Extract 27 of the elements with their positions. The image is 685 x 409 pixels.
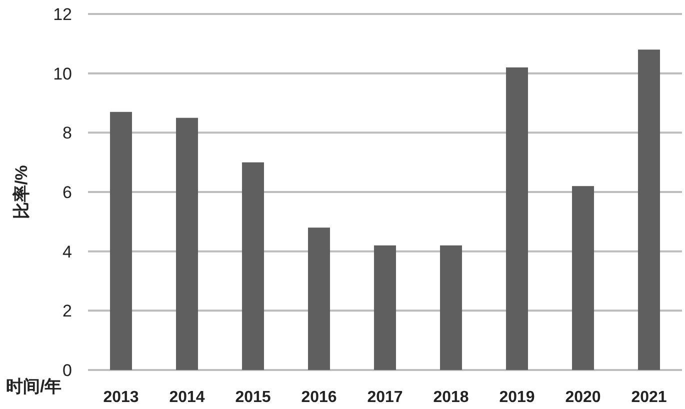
bar: [374, 245, 396, 370]
x-tick-label: 2019: [499, 389, 535, 406]
bar: [242, 162, 264, 370]
x-tick-label: 2018: [433, 389, 469, 406]
bar: [308, 228, 330, 370]
bar: [572, 186, 594, 370]
y-tick-label: 4: [62, 242, 72, 262]
y-tick-label: 10: [53, 64, 72, 84]
y-tick-label: 12: [53, 5, 72, 24]
y-tick-label: 6: [62, 183, 72, 202]
x-axis-title: 时间/年: [6, 377, 62, 396]
x-tick-label: 2013: [103, 389, 139, 406]
bar: [506, 67, 528, 370]
x-tick-label: 2015: [235, 389, 271, 406]
x-tick-label: 2014: [169, 389, 205, 406]
y-tick-label: 2: [62, 302, 72, 321]
x-tick-label: 2016: [301, 389, 337, 406]
bar: [110, 112, 132, 370]
bar: [176, 118, 198, 370]
x-tick-label: 2021: [631, 389, 667, 406]
x-tick-label: 2017: [367, 389, 403, 406]
bar: [440, 245, 462, 370]
x-tick-label: 2020: [565, 389, 601, 406]
y-tick-label: 8: [62, 124, 72, 143]
y-axis-title: 比率/%: [12, 165, 31, 219]
bar: [638, 50, 660, 370]
y-tick-label: 0: [62, 361, 72, 380]
